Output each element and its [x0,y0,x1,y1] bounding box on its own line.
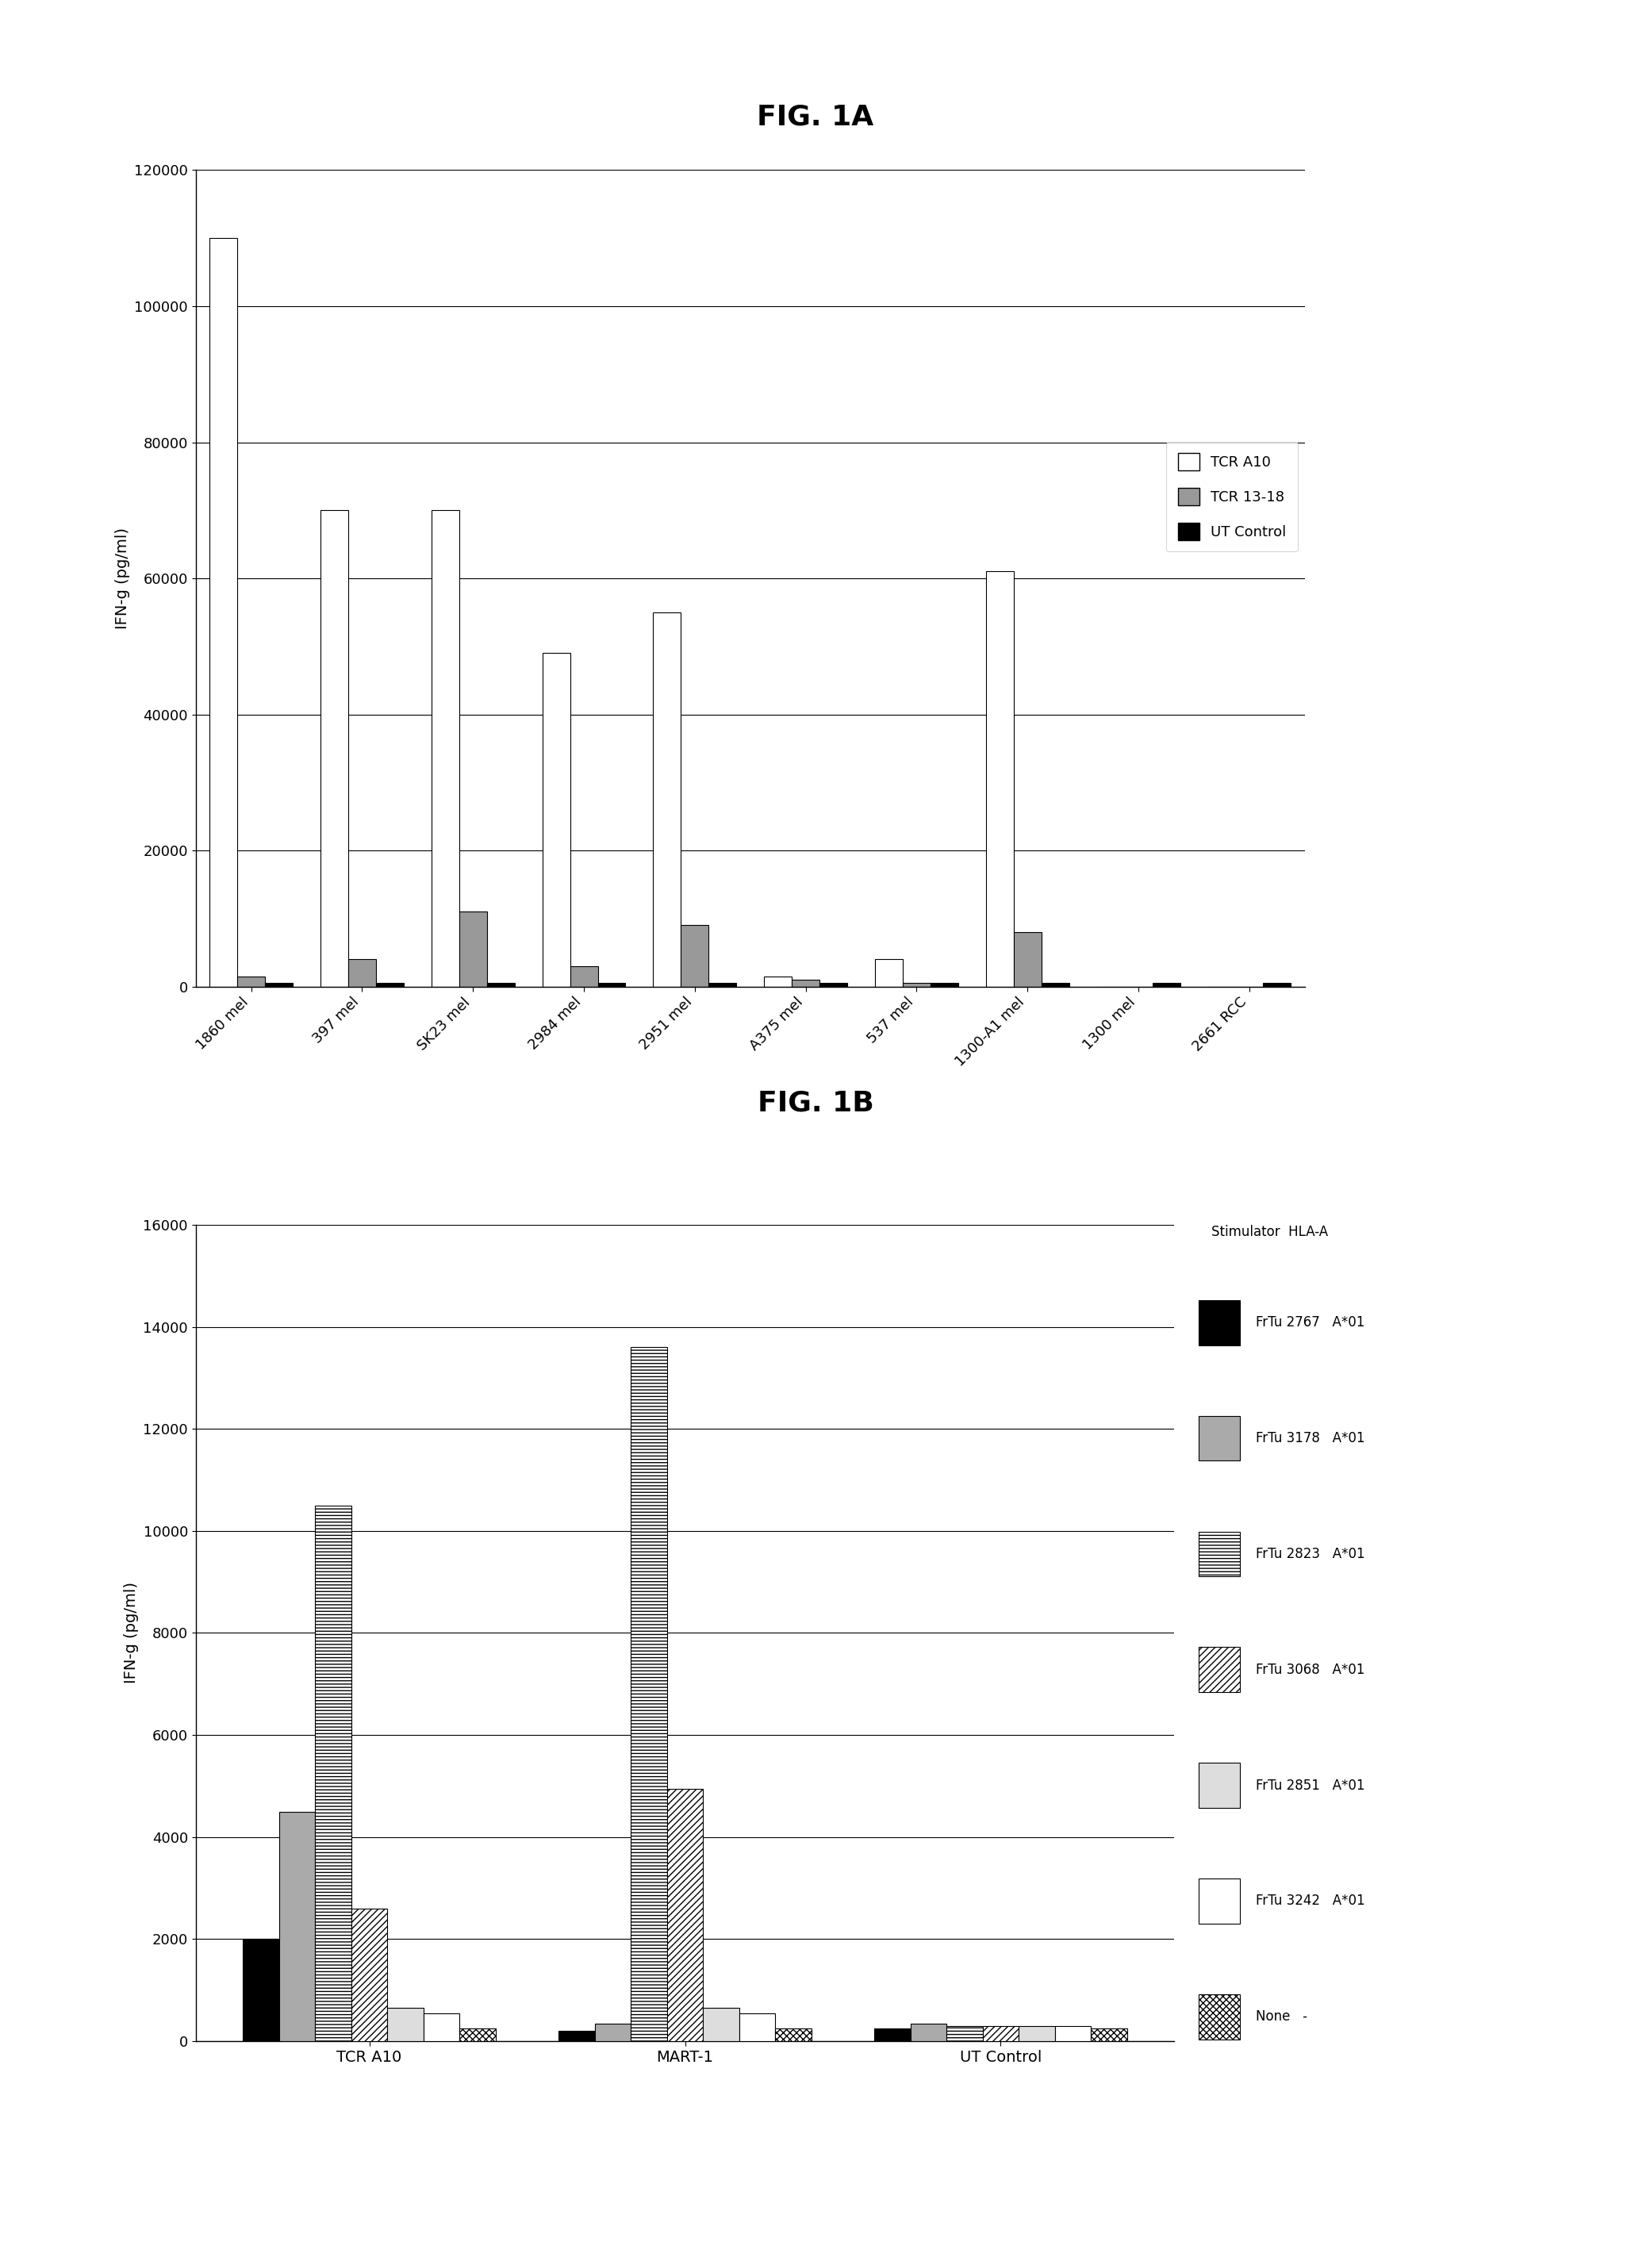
Bar [654,612,682,987]
FancyBboxPatch shape [1199,1878,1240,1923]
Text: None   -: None - [1256,2009,1308,2023]
Bar [571,966,599,987]
Bar [775,2028,811,2041]
Bar [703,2007,739,2041]
Bar [910,2023,946,2041]
Bar [349,959,375,987]
Bar [264,984,294,987]
Bar [424,2014,460,2041]
FancyBboxPatch shape [1199,1531,1240,1576]
Bar [1153,984,1181,987]
Bar [243,1939,279,2041]
Bar [238,975,264,987]
Bar [631,1347,667,2041]
Text: Stimulator  HLA-A: Stimulator HLA-A [1210,1225,1328,1238]
Bar [1055,2025,1091,2041]
Bar [543,653,571,987]
Bar [874,2028,910,2041]
Bar [1042,984,1070,987]
Bar [460,2028,496,2041]
Bar [388,2007,424,2041]
Bar [1014,932,1042,987]
Bar [279,1812,315,2041]
Y-axis label: IFN-g (pg/ml): IFN-g (pg/ml) [124,1583,139,1683]
Legend: TCR A10, TCR 13-18, UT Control: TCR A10, TCR 13-18, UT Control [1166,442,1298,551]
Bar [987,572,1014,987]
Bar [209,238,238,987]
Y-axis label: IFN-g (pg/ml): IFN-g (pg/ml) [114,528,130,628]
Text: FrTu 3068   A*01: FrTu 3068 A*01 [1256,1662,1365,1676]
Bar [904,984,930,987]
Bar [320,510,349,987]
Bar [375,984,404,987]
Bar [1019,2025,1055,2041]
Bar [559,2032,595,2041]
Bar [595,2023,631,2041]
Bar [820,984,848,987]
Bar [876,959,904,987]
Text: FrTu 2823   A*01: FrTu 2823 A*01 [1256,1547,1365,1560]
Text: FrTu 2851   A*01: FrTu 2851 A*01 [1256,1778,1365,1792]
FancyBboxPatch shape [1199,1994,1240,2039]
FancyBboxPatch shape [1199,1300,1240,1345]
FancyBboxPatch shape [1199,1415,1240,1461]
Bar [351,1910,388,2041]
FancyBboxPatch shape [1199,1647,1240,1692]
Bar [599,984,626,987]
Bar [432,510,460,987]
Text: FIG. 1A: FIG. 1A [757,104,874,129]
Bar [793,980,820,987]
Bar [460,912,488,987]
Bar [982,2025,1019,2041]
Bar [709,984,737,987]
Text: FrTu 2767   A*01: FrTu 2767 A*01 [1256,1315,1365,1329]
Bar [682,925,709,987]
Bar [1264,984,1292,987]
Text: FrTu 3178   A*01: FrTu 3178 A*01 [1256,1431,1365,1445]
Bar [946,2025,982,2041]
Bar [488,984,515,987]
Bar [739,2014,775,2041]
Bar [931,984,959,987]
Text: FrTu 3242   A*01: FrTu 3242 A*01 [1256,1894,1365,1907]
Bar [667,1789,703,2041]
Bar [315,1506,351,2041]
Bar [1091,2028,1127,2041]
FancyBboxPatch shape [1199,1762,1240,1808]
Text: FIG. 1B: FIG. 1B [757,1091,874,1116]
Bar [765,975,793,987]
